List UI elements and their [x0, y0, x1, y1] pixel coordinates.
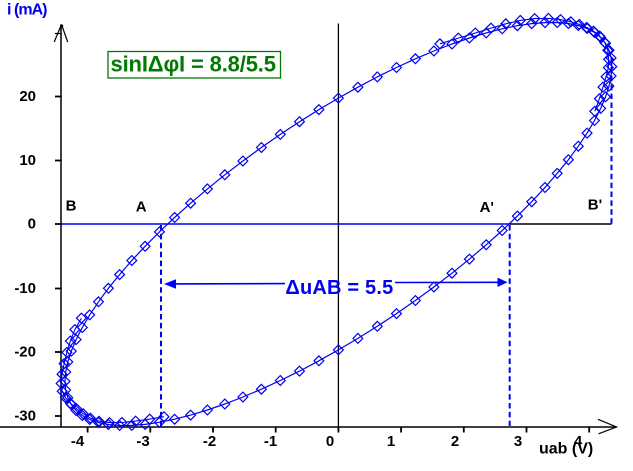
- svg-text:0: 0: [28, 216, 36, 233]
- svg-text:A: A: [136, 199, 147, 216]
- svg-text:A': A': [480, 199, 494, 216]
- svg-text:10: 10: [19, 152, 36, 169]
- svg-text:B': B': [588, 197, 602, 214]
- svg-text:sinIΔφI = 8.8/5.5: sinIΔφI = 8.8/5.5: [111, 52, 277, 77]
- svg-text:20: 20: [19, 88, 36, 105]
- svg-text:-2: -2: [203, 433, 216, 450]
- svg-text:i (mA): i (mA): [7, 2, 48, 19]
- svg-text:ΔuAB = 5.5: ΔuAB = 5.5: [285, 277, 393, 299]
- svg-text:-3: -3: [136, 433, 149, 450]
- svg-text:0: 0: [326, 433, 334, 450]
- svg-text:2: 2: [451, 433, 459, 450]
- svg-text:B: B: [66, 198, 77, 215]
- svg-text:-10: -10: [14, 280, 36, 297]
- svg-text:1: 1: [387, 433, 395, 450]
- svg-text:-1: -1: [264, 433, 277, 450]
- svg-text:-20: -20: [14, 344, 36, 361]
- svg-text:4: 4: [574, 433, 583, 450]
- svg-text:3: 3: [514, 433, 522, 450]
- svg-text:-4: -4: [71, 433, 85, 450]
- svg-text:uab (V): uab (V): [539, 441, 593, 458]
- svg-text:-30: -30: [14, 408, 36, 425]
